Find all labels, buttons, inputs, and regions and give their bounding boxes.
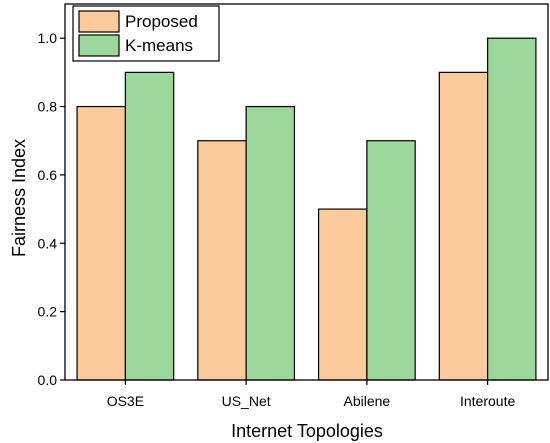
bar-k-means-0 <box>124 71 175 381</box>
bar-proposed-2 <box>317 208 368 381</box>
y-tick-label: 0.4 <box>38 235 58 251</box>
x-axis-title: Internet Topologies <box>231 421 383 441</box>
y-tick-label: 0.0 <box>38 372 58 388</box>
x-tick-label: OS3E <box>107 393 144 409</box>
y-tick-label: 1.0 <box>38 30 58 46</box>
y-tick-label: 0.8 <box>38 99 58 115</box>
legend: Proposed K-means <box>72 5 220 62</box>
x-tick-label: Abilene <box>344 393 391 409</box>
y-tick-label: 0.2 <box>38 304 58 320</box>
y-tick-label: 0.6 <box>38 167 58 183</box>
bar-proposed-1 <box>197 140 247 381</box>
bar-k-means-2 <box>366 140 416 381</box>
bar-proposed-3 <box>438 71 489 381</box>
bar-k-means-1 <box>245 105 296 381</box>
bar-k-means-3 <box>487 37 537 381</box>
legend-label-proposed: Proposed <box>125 12 198 31</box>
y-axis-title: Fairness Index <box>9 139 29 257</box>
plot-frame <box>64 3 549 381</box>
y-axis-title-group: Fairness Index <box>9 139 29 257</box>
legend-swatch-proposed <box>78 10 120 33</box>
x-ticks-group: OS3E US_Net Abilene Interoute <box>107 380 515 409</box>
bars-group <box>76 37 537 381</box>
x-tick-label: Interoute <box>460 393 515 409</box>
bar-proposed-0 <box>76 105 126 381</box>
y-ticks-group: 0.0 0.2 0.4 0.6 0.8 1.0 <box>38 30 65 388</box>
legend-swatch-k-means <box>78 34 120 57</box>
x-tick-label: US_Net <box>222 393 271 409</box>
legend-label-k-means: K-means <box>125 36 193 55</box>
